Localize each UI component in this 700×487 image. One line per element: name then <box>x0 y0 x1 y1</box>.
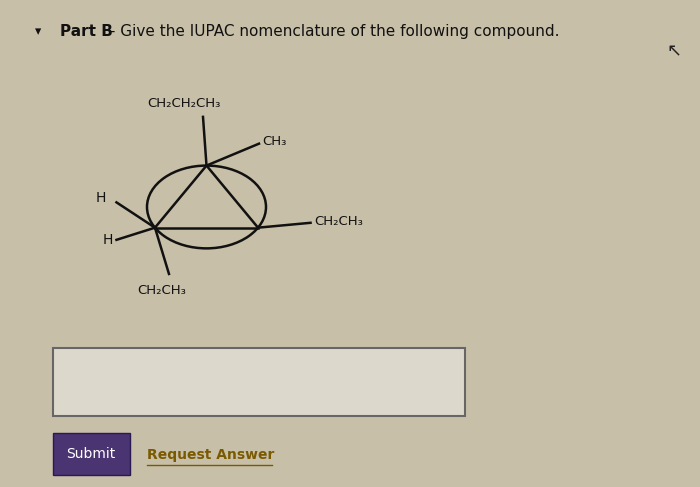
FancyBboxPatch shape <box>52 433 130 475</box>
FancyBboxPatch shape <box>52 348 466 416</box>
Text: ↖: ↖ <box>666 42 682 60</box>
Text: Submit: Submit <box>66 447 116 461</box>
Text: ▾: ▾ <box>36 25 41 38</box>
Text: CH₂CH₃: CH₂CH₃ <box>314 215 363 228</box>
Text: H: H <box>96 191 106 206</box>
Text: Part B: Part B <box>60 24 113 39</box>
Text: H: H <box>103 233 113 247</box>
Text: CH₂CH₃: CH₂CH₃ <box>137 283 186 297</box>
Text: CH₂CH₂CH₃: CH₂CH₂CH₃ <box>147 96 220 110</box>
Text: - Give the IUPAC nomenclature of the following compound.: - Give the IUPAC nomenclature of the fol… <box>105 24 559 39</box>
Text: Request Answer: Request Answer <box>147 449 274 462</box>
Text: CH₃: CH₃ <box>262 135 287 148</box>
